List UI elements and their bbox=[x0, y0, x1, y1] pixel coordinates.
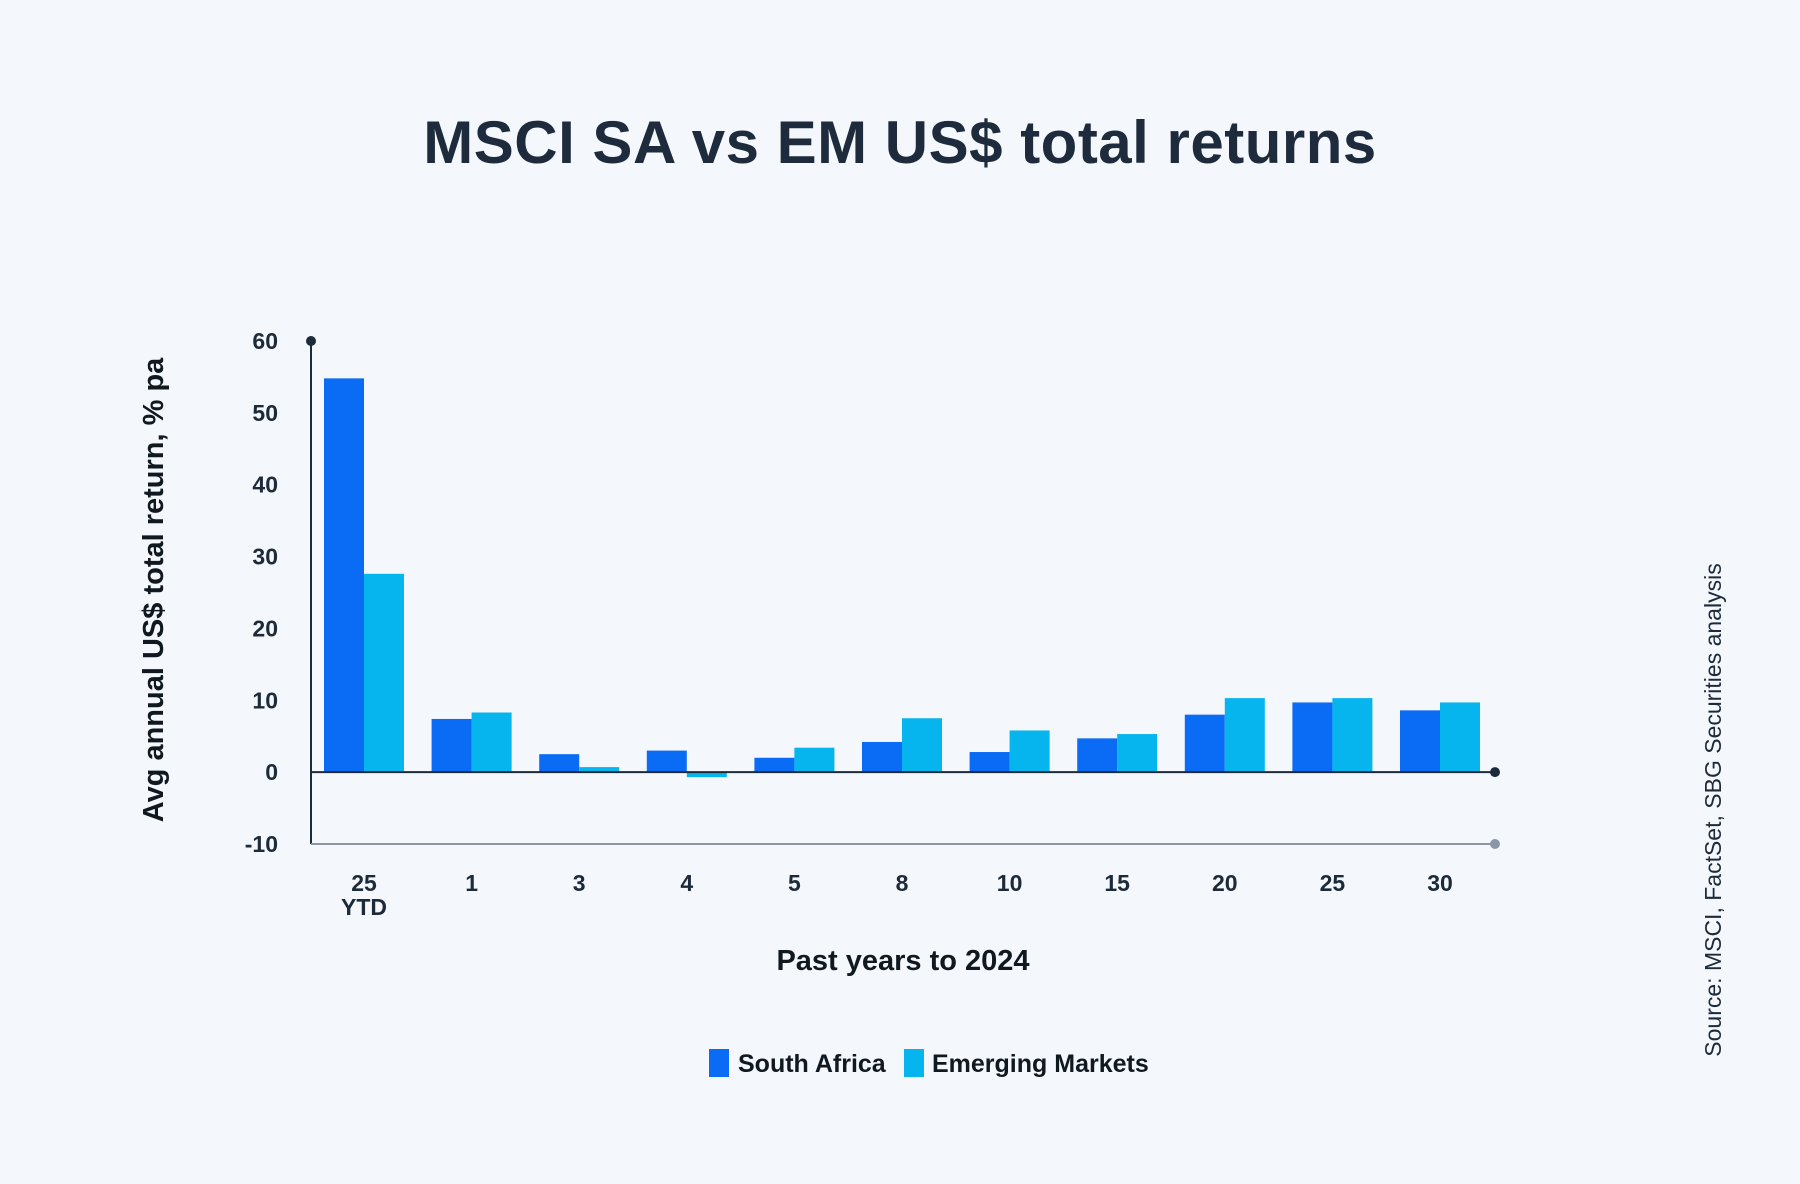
legend-swatch-south-africa bbox=[709, 1049, 729, 1077]
bar-south-africa bbox=[1400, 710, 1440, 773]
y-tick-label: 50 bbox=[252, 400, 278, 426]
bar-south-africa bbox=[862, 741, 902, 773]
bar-emerging-markets bbox=[471, 712, 512, 773]
axes-layer bbox=[306, 336, 1500, 849]
y-tick-label: 40 bbox=[252, 472, 278, 498]
bar-emerging-markets bbox=[1440, 702, 1480, 773]
x-tick-label: 25 bbox=[351, 870, 377, 896]
x-tick-label: 10 bbox=[997, 870, 1023, 896]
x-tick-label: 8 bbox=[896, 870, 909, 896]
x-tick-label: 25 bbox=[1320, 870, 1346, 896]
zero-baseline-end-dot bbox=[1490, 767, 1500, 778]
y-tick-label: 30 bbox=[252, 544, 278, 570]
bar-south-africa bbox=[324, 378, 364, 773]
legend-swatch-emerging-markets bbox=[904, 1049, 924, 1077]
legend: South Africa Emerging Markets bbox=[709, 1049, 1149, 1078]
x-axis-title: Past years to 2024 bbox=[776, 945, 1029, 977]
chart-title: MSCI SA vs EM US$ total returns bbox=[423, 109, 1377, 176]
x-tick-label: 3 bbox=[573, 870, 586, 896]
bar-emerging-markets bbox=[1117, 734, 1158, 773]
x-tick-label: 1 bbox=[465, 870, 478, 896]
bar-south-africa bbox=[1292, 702, 1333, 773]
bar-emerging-markets bbox=[1224, 698, 1265, 773]
bar-south-africa bbox=[539, 754, 580, 773]
y-axis-title: Avg annual US$ total return, % pa bbox=[138, 357, 170, 822]
x-axis-end-dot bbox=[1490, 839, 1500, 849]
x-tick-label: 4 bbox=[680, 870, 693, 896]
y-tick-label: 10 bbox=[252, 687, 278, 713]
bar-emerging-markets bbox=[1332, 698, 1373, 773]
legend-label-south-africa: South Africa bbox=[738, 1050, 887, 1078]
bar-south-africa bbox=[754, 757, 795, 773]
y-tick-label: 60 bbox=[252, 328, 278, 354]
x-tick-label-sub: YTD bbox=[341, 894, 387, 920]
bar-south-africa bbox=[1184, 714, 1225, 773]
bar-south-africa bbox=[1077, 738, 1118, 773]
x-tick-label: 15 bbox=[1104, 870, 1130, 896]
y-tick-label: 20 bbox=[252, 615, 278, 641]
source-note: Source: MSCI, FactSet, SBG Securities an… bbox=[1700, 563, 1726, 1056]
x-tick-label: 5 bbox=[788, 870, 801, 896]
legend-label-emerging-markets: Emerging Markets bbox=[932, 1050, 1149, 1078]
x-tick-label: 20 bbox=[1212, 870, 1238, 896]
bar-south-africa bbox=[431, 718, 472, 773]
y-tick-label: 0 bbox=[265, 759, 278, 785]
bar-emerging-markets bbox=[1009, 730, 1050, 773]
bar-emerging-markets bbox=[794, 747, 835, 773]
x-tick-label: 30 bbox=[1427, 870, 1453, 896]
bar-south-africa bbox=[969, 752, 1010, 773]
bar-emerging-markets bbox=[364, 573, 404, 773]
y-axis-end-dot bbox=[306, 336, 316, 346]
bar-south-africa bbox=[646, 750, 687, 773]
y-tick-label: -10 bbox=[245, 831, 278, 857]
bar-emerging-markets bbox=[686, 772, 727, 778]
bar-emerging-markets bbox=[579, 767, 620, 773]
bar-emerging-markets bbox=[902, 718, 942, 773]
bars-layer bbox=[324, 378, 1480, 778]
